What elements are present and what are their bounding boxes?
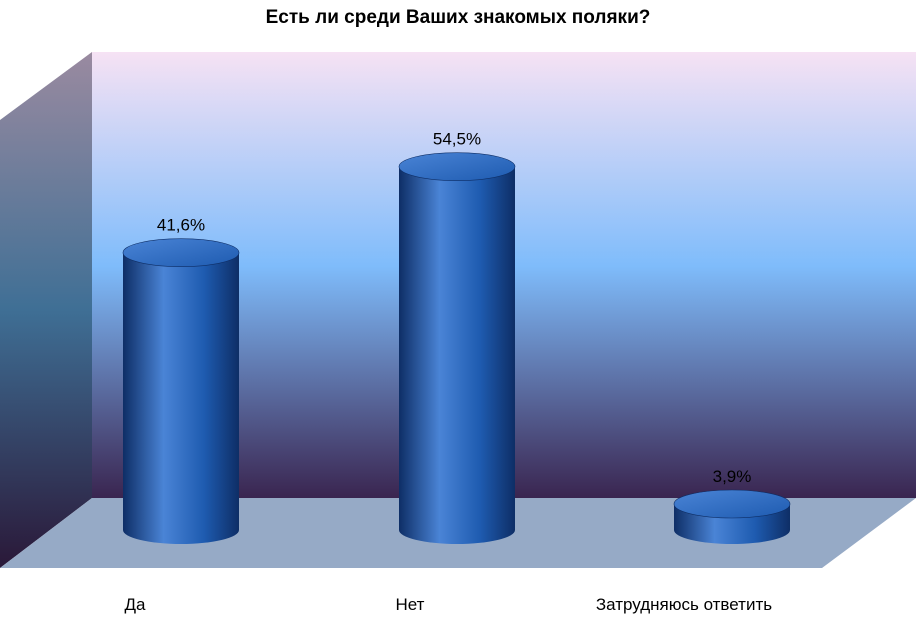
bar-1: [398, 152, 516, 544]
bar-body: [123, 252, 239, 544]
data-label: 41,6%: [157, 216, 205, 235]
bar-cap: [673, 489, 791, 519]
data-label: 54,5%: [433, 130, 481, 149]
bar-2: [673, 489, 791, 544]
bar-cap: [398, 152, 516, 181]
data-label: 3,9%: [713, 467, 752, 486]
chart-title: Есть ли среди Ваших знакомых поляки?: [265, 7, 651, 28]
category-label: Нет: [396, 595, 425, 614]
bar-cap: [122, 238, 240, 267]
bar-body: [399, 166, 515, 544]
bar-0: [122, 238, 240, 544]
category-label: Затрудняюсь ответить: [596, 595, 772, 614]
category-label: Да: [125, 595, 147, 614]
side-wall: [0, 52, 92, 568]
